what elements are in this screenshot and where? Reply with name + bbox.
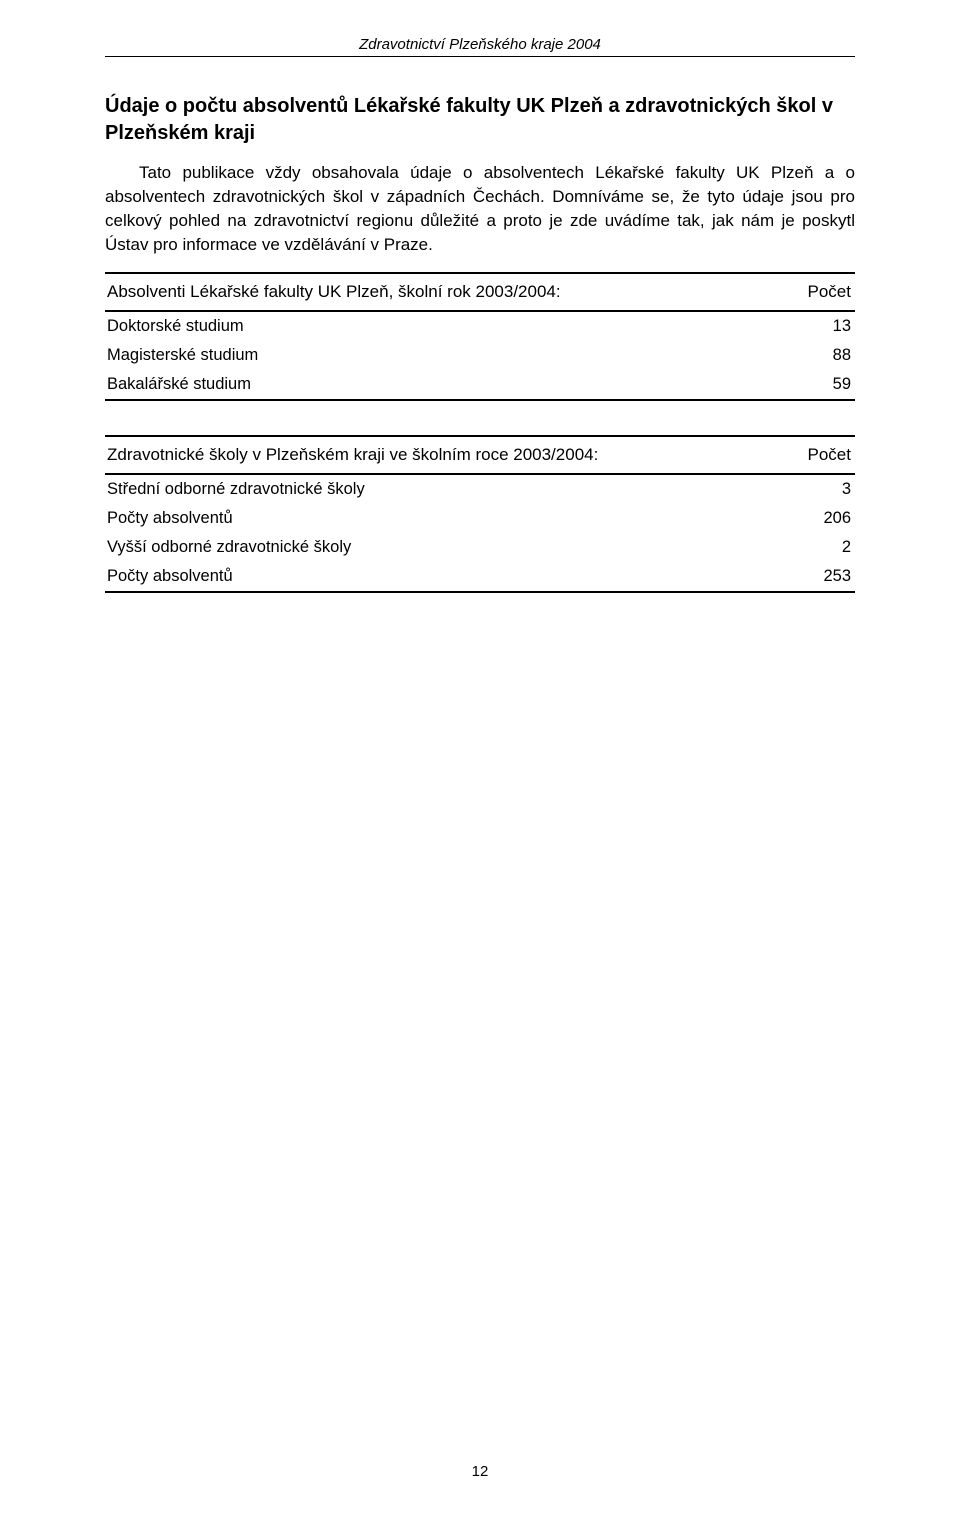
row-value: 206 bbox=[823, 509, 851, 528]
running-header: Zdravotnictví Plzeňského kraje 2004 bbox=[105, 36, 855, 53]
row-label: Počty absolventů bbox=[107, 509, 233, 528]
table-caption: Zdravotnické školy v Plzeňském kraji ve … bbox=[107, 445, 598, 465]
table-row: Počty absolventů 206 bbox=[105, 504, 855, 533]
row-label: Vyšší odborné zdravotnické školy bbox=[107, 538, 351, 557]
intro-paragraph: Tato publikace vždy obsahovala údaje o a… bbox=[105, 161, 855, 258]
table-head: Zdravotnické školy v Plzeňském kraji ve … bbox=[105, 435, 855, 475]
row-value: 59 bbox=[833, 375, 851, 394]
table-head-right: Počet bbox=[808, 282, 851, 302]
graduates-medfaculty-table: Absolventi Lékařské fakulty UK Plzeň, šk… bbox=[105, 272, 855, 401]
table-head: Absolventi Lékařské fakulty UK Plzeň, šk… bbox=[105, 272, 855, 312]
row-value: 3 bbox=[842, 480, 851, 499]
table-caption: Absolventi Lékařské fakulty UK Plzeň, šk… bbox=[107, 282, 561, 302]
row-label: Magisterské studium bbox=[107, 346, 258, 365]
table-row: Vyšší odborné zdravotnické školy 2 bbox=[105, 533, 855, 562]
table-body: Doktorské studium 13 Magisterské studium… bbox=[105, 312, 855, 401]
row-value: 13 bbox=[833, 317, 851, 336]
row-label: Střední odborné zdravotnické školy bbox=[107, 480, 365, 499]
table-row: Střední odborné zdravotnické školy 3 bbox=[105, 475, 855, 504]
table-body: Střední odborné zdravotnické školy 3 Poč… bbox=[105, 475, 855, 593]
row-label: Počty absolventů bbox=[107, 567, 233, 586]
table-head-right: Počet bbox=[808, 445, 851, 465]
row-value: 253 bbox=[823, 567, 851, 586]
health-schools-table: Zdravotnické školy v Plzeňském kraji ve … bbox=[105, 435, 855, 593]
document-page: Zdravotnictví Plzeňského kraje 2004 Údaj… bbox=[0, 0, 960, 1516]
table-row: Magisterské studium 88 bbox=[105, 341, 855, 370]
section-title: Údaje o počtu absolventů Lékařské fakult… bbox=[105, 93, 855, 147]
table-row: Počty absolventů 253 bbox=[105, 562, 855, 591]
table-row: Doktorské studium 13 bbox=[105, 312, 855, 341]
page-number: 12 bbox=[0, 1463, 960, 1480]
row-value: 2 bbox=[842, 538, 851, 557]
header-rule bbox=[105, 56, 855, 57]
row-label: Bakalářské studium bbox=[107, 375, 251, 394]
row-label: Doktorské studium bbox=[107, 317, 244, 336]
row-value: 88 bbox=[833, 346, 851, 365]
table-row: Bakalářské studium 59 bbox=[105, 370, 855, 399]
